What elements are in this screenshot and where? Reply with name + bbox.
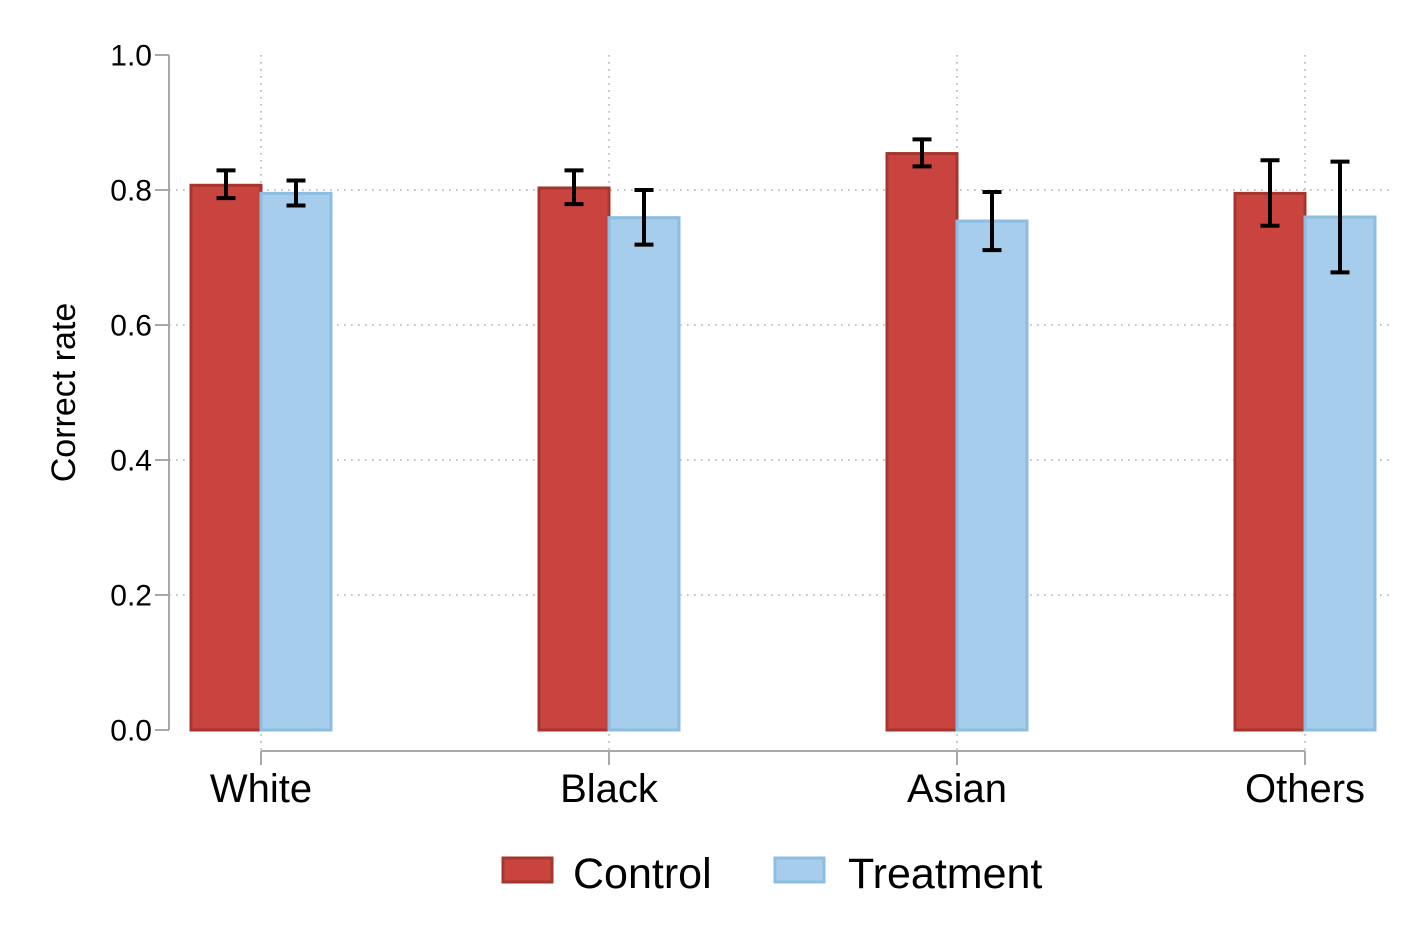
- errorbar-control-black: [564, 168, 584, 207]
- bar-control-white: [189, 183, 263, 732]
- errorbar-treatment-black: [634, 188, 654, 247]
- legend-swatch-control: [501, 856, 554, 884]
- x-category-label-others: Others: [1245, 767, 1365, 811]
- x-category-label-asian: Asian: [907, 767, 1007, 811]
- errorbar-control-others: [1260, 158, 1280, 228]
- errorbar-control-white: [216, 168, 236, 201]
- y-tick-label-0.2: 0.2: [110, 580, 152, 613]
- y-tick-label-0.6: 0.6: [110, 310, 152, 343]
- bar-control-black: [537, 186, 611, 732]
- bar-control-asian: [885, 152, 959, 732]
- bar-treatment-others: [1303, 215, 1377, 732]
- bar-treatment-black: [607, 216, 681, 732]
- y-tick-label-1.0: 1.0: [110, 40, 152, 73]
- legend-swatch-treatment: [773, 856, 826, 884]
- legend-label-treatment: Treatment: [848, 850, 1042, 898]
- legend-label-control: Control: [573, 850, 712, 898]
- legend: Control Treatment: [501, 850, 1042, 898]
- errorbar-treatment-others: [1330, 159, 1350, 275]
- y-axis-title: Correct rate: [45, 303, 83, 483]
- x-category-label-white: White: [210, 767, 312, 811]
- bar-treatment-white: [259, 191, 333, 732]
- x-category-label-black: Black: [560, 767, 659, 811]
- y-tick-label-0.4: 0.4: [110, 445, 152, 478]
- y-tick-label-0.8: 0.8: [110, 175, 152, 208]
- y-tick-label-0.0: 0.0: [110, 715, 152, 748]
- errorbar-treatment-asian: [982, 190, 1002, 253]
- errorbar-control-asian: [912, 137, 932, 169]
- bar-control-others: [1233, 191, 1307, 732]
- errorbar-treatment-white: [286, 178, 306, 208]
- bar-treatment-asian: [955, 219, 1029, 732]
